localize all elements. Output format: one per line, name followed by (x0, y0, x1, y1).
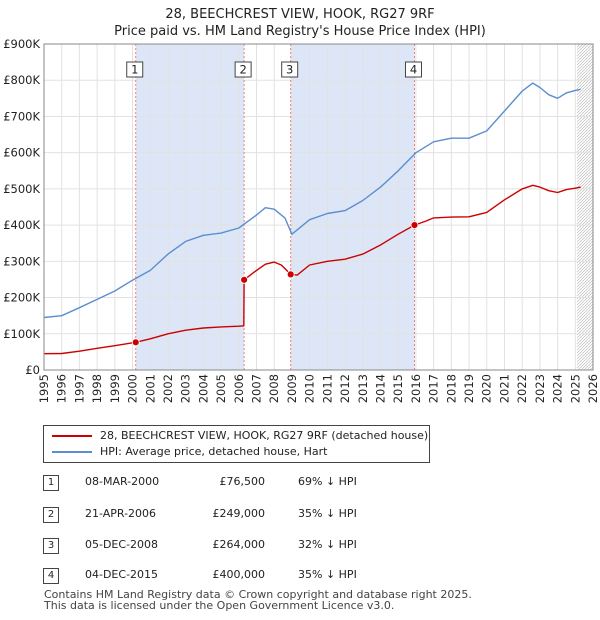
x-tick-label: 2016 (409, 374, 423, 403)
sale-number: 2 (43, 507, 59, 523)
sale-date: 04-DEC-2015 (85, 568, 159, 581)
x-tick-label: 2021 (497, 374, 511, 403)
sale-hpi-relation: 35% ↓ HPI (298, 507, 357, 520)
x-tick-label: 2005 (214, 374, 228, 403)
x-tick-label: 2010 (303, 374, 317, 403)
y-tick-label: £400K (3, 218, 40, 232)
marker-box (234, 61, 252, 78)
price-chart: 1 2 3 4 £0 £100K £200K £300K £400K £500K £600K £700… (3, 37, 600, 403)
x-tick-label: 2023 (533, 374, 547, 403)
x-tick-label: 2004 (196, 374, 210, 403)
marker-label: 3 (286, 63, 293, 77)
legend-label-property: 28, BEECHCREST VIEW, HOOK, RG27 9RF (det… (100, 429, 429, 442)
sale-number: 3 (43, 538, 59, 554)
marker-box (126, 61, 144, 78)
sale-date: 21-APR-2006 (85, 507, 157, 520)
marker-label: 2 (239, 63, 246, 77)
x-tick-label: 2020 (480, 374, 494, 403)
x-tick-label: 2008 (267, 374, 281, 403)
legend: 28, BEECHCREST VIEW, HOOK, RG27 9RF (det… (43, 425, 430, 463)
sale-number: 1 (43, 475, 59, 491)
y-tick-label: £900K (3, 37, 40, 51)
hpi-line (43, 82, 581, 319)
y-tick-label: £300K (3, 254, 40, 268)
x-tick-label: 2001 (143, 374, 157, 403)
sale-point (410, 221, 419, 230)
y-tick-label: £0 (25, 363, 40, 377)
footer: Contains HM Land Registry data © Crown c… (44, 589, 472, 611)
legend-swatch-property (52, 435, 92, 437)
marker-label: 1 (131, 63, 138, 77)
forecast-region (577, 44, 593, 370)
y-tick-label: £200K (3, 291, 40, 305)
sale-hpi-relation: 69% ↓ HPI (298, 475, 357, 488)
x-tick-label: 2019 (462, 374, 476, 403)
x-tick-label: 1998 (90, 374, 104, 403)
sale-point (131, 338, 140, 347)
property-price-line (43, 184, 581, 355)
sale-hpi-relation: 32% ↓ HPI (298, 538, 357, 551)
x-tick-label: 2026 (586, 374, 600, 403)
y-tick-label: £800K (3, 73, 40, 87)
chart-title: 28, BEECHCREST VIEW, HOOK, RG27 9RF Pric… (0, 6, 600, 40)
x-tick-label: 2011 (320, 374, 334, 403)
x-tick-label: 2022 (515, 374, 529, 403)
marker-box (404, 61, 422, 78)
x-tick-label: 2014 (373, 374, 387, 403)
y-tick-label: £500K (3, 182, 40, 196)
x-tick-label: 2025 (568, 374, 582, 403)
x-tick-label: 2003 (179, 374, 193, 403)
sale-price: £264,000 (212, 538, 266, 551)
highlight-band (135, 44, 245, 370)
legend-label-hpi: HPI: Average price, detached house, Hart (100, 445, 328, 458)
x-tick-label: 1999 (108, 374, 122, 403)
marker-label: 4 (410, 63, 417, 77)
x-tick-label: 2006 (232, 374, 246, 403)
sale-point (286, 270, 295, 279)
sale-date: 08-MAR-2000 (85, 475, 160, 488)
sale-price: £400,000 (212, 568, 266, 581)
x-tick-label: 2009 (285, 374, 299, 403)
x-tick-label: 2017 (427, 374, 441, 403)
sale-price: £76,500 (219, 475, 266, 488)
x-tick-label: 2000 (126, 374, 140, 403)
y-tick-label: £600K (3, 146, 40, 160)
y-tick-label: £700K (3, 109, 40, 123)
footer-line1: Contains HM Land Registry data © Crown c… (44, 588, 472, 601)
x-tick-label: 2013 (356, 374, 370, 403)
chart-title-line2: Price paid vs. HM Land Registry's House … (114, 24, 486, 39)
marker-box (281, 61, 299, 78)
x-tick-label: 2002 (161, 374, 175, 403)
x-tick-label: 2012 (338, 374, 352, 403)
x-tick-label: 1995 (37, 374, 51, 403)
x-tick-label: 2024 (551, 374, 565, 403)
plot-frame (43, 43, 594, 371)
x-tick-label: 2015 (391, 374, 405, 403)
sale-number: 4 (43, 568, 59, 584)
sale-date: 05-DEC-2008 (85, 538, 159, 551)
y-tick-label: £100K (3, 327, 40, 341)
footer-line2: This data is licensed under the Open Gov… (44, 599, 395, 612)
sale-point (240, 275, 249, 284)
x-tick-label: 2018 (444, 374, 458, 403)
sale-price: £249,000 (212, 507, 266, 520)
x-tick-label: 1997 (72, 374, 86, 403)
legend-swatch-hpi (52, 451, 92, 453)
chart-title-line1: 28, BEECHCREST VIEW, HOOK, RG27 9RF (165, 7, 435, 22)
x-tick-label: 2007 (250, 374, 264, 403)
sale-hpi-relation: 35% ↓ HPI (298, 568, 357, 581)
x-tick-label: 1996 (55, 374, 69, 403)
